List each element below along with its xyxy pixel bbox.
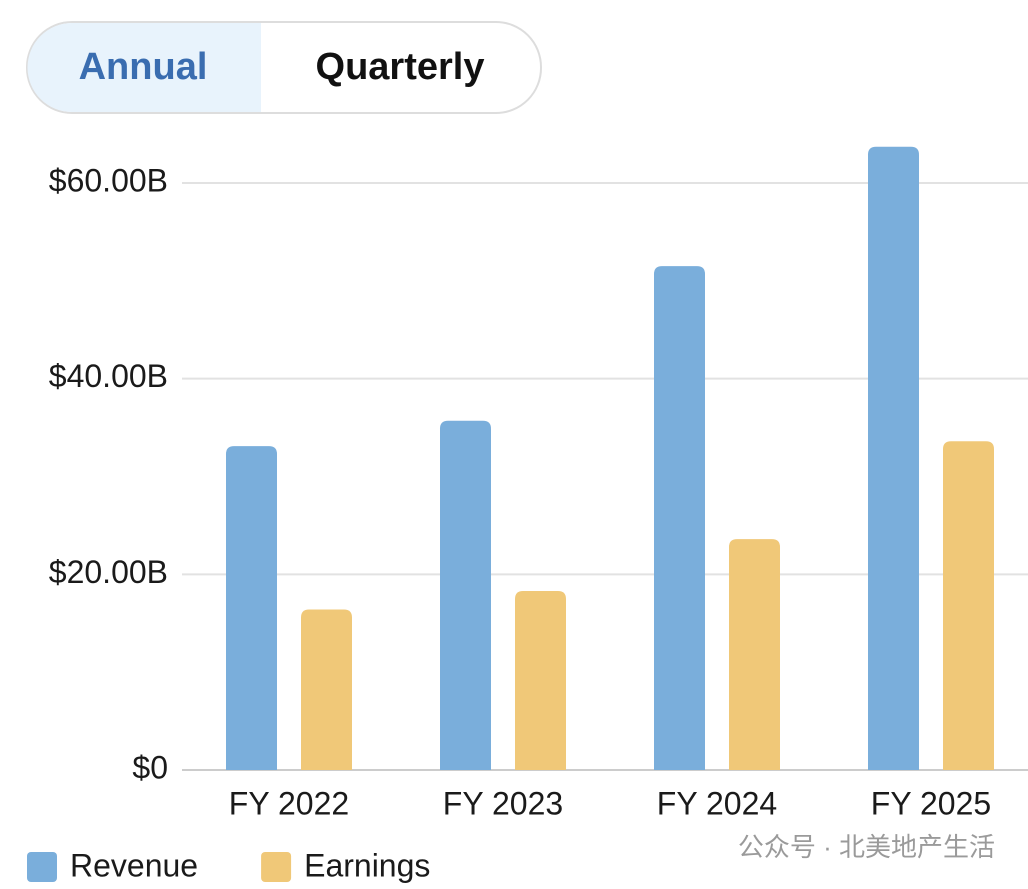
bar <box>226 446 277 770</box>
legend-label: Earnings <box>304 847 430 883</box>
x-tick-label: FY 2022 <box>229 785 349 821</box>
bar <box>301 609 352 770</box>
tab-quarterly[interactable]: Quarterly <box>316 46 485 88</box>
x-tick-label: FY 2023 <box>443 785 563 821</box>
legend-label: Revenue <box>70 847 198 883</box>
toggle-active <box>27 23 261 112</box>
x-tick-label: FY 2025 <box>871 785 991 821</box>
bar <box>943 441 994 770</box>
y-tick-label: $20.00B <box>49 554 168 590</box>
legend-swatch <box>27 852 57 882</box>
bar <box>654 266 705 770</box>
bar <box>440 420 491 770</box>
y-tick-label: $40.00B <box>49 358 168 394</box>
bar <box>729 539 780 770</box>
tab-annual[interactable]: Annual <box>79 46 208 88</box>
y-tick-label: $60.00B <box>49 162 168 198</box>
bar <box>515 590 566 770</box>
watermark: 公众号 · 北美地产生活 <box>738 832 995 862</box>
y-tick-label: $0 <box>132 749 168 785</box>
bar <box>868 146 919 771</box>
legend-swatch <box>261 852 292 882</box>
x-tick-label: FY 2024 <box>657 785 777 821</box>
